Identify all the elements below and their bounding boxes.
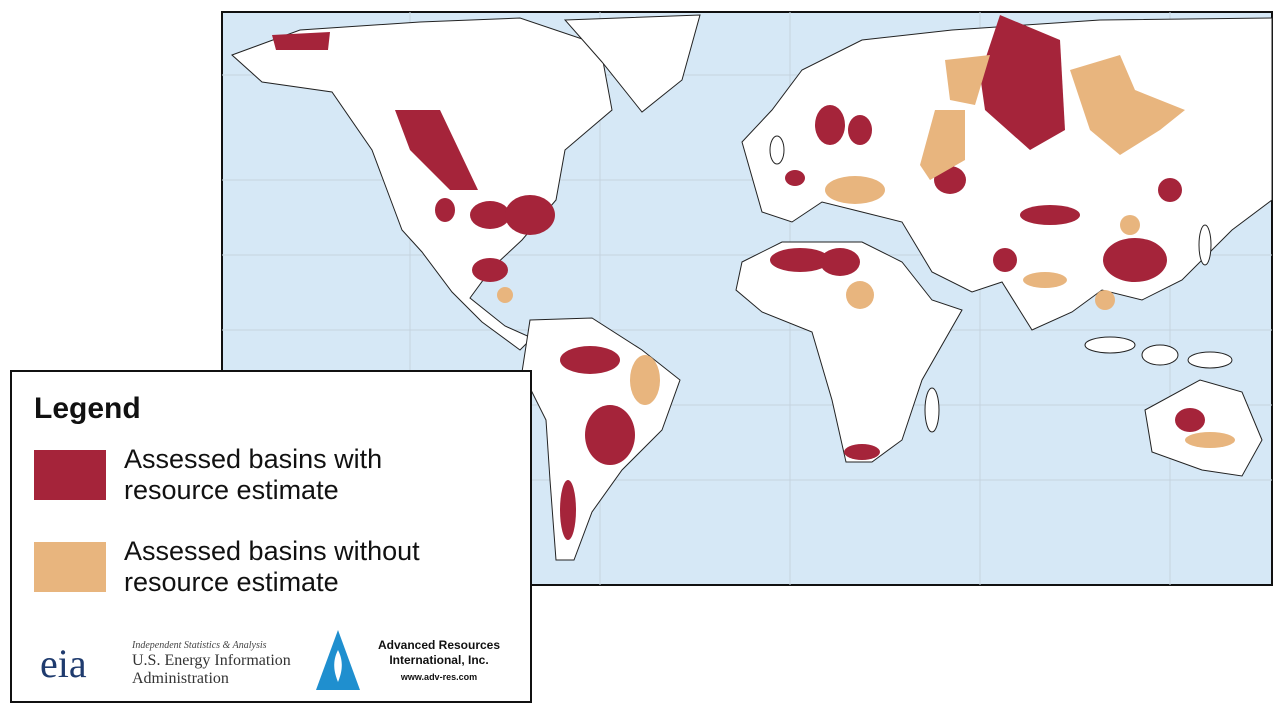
legend-label: Assessed basins without resource estimat… — [124, 536, 420, 597]
legend-label: Assessed basins with resource estimate — [124, 444, 383, 505]
eia-logo: eia — [40, 641, 87, 686]
eia-tagline: Independent Statistics & Analysis — [132, 640, 267, 651]
basins-with-estimate — [272, 15, 1205, 540]
legend-item: Assessed basins with resource estimate — [34, 444, 484, 506]
eia-name: U.S. Energy Information Administration — [132, 652, 291, 687]
legend-item: Assessed basins without resource estimat… — [34, 536, 484, 598]
legend-swatch — [34, 450, 106, 500]
legend-title: Legend — [34, 392, 141, 425]
ari-logo-mark — [316, 630, 360, 690]
legend-swatch — [34, 542, 106, 592]
ari-name: Advanced Resources International, Inc. — [377, 638, 501, 667]
legend: Legend Assessed basins with resource est… — [10, 370, 532, 703]
ari-url: www.adv-res.com — [400, 672, 478, 682]
basins-without-estimate — [497, 55, 1235, 448]
